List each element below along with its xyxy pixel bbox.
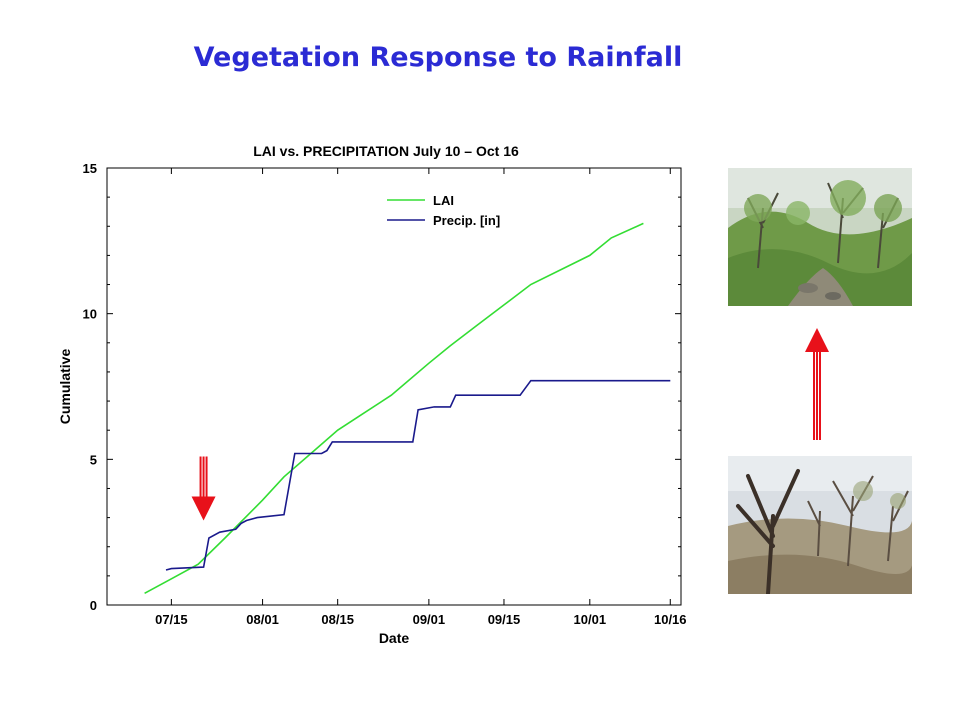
down-arrow-icon: [191, 456, 216, 521]
up-arrow-icon: [805, 328, 829, 440]
x-tick-label: 09/01: [413, 612, 446, 627]
y-tick-label: 10: [83, 307, 97, 322]
legend-label: Precip. [in]: [433, 213, 500, 228]
x-tick-label: 10/01: [574, 612, 607, 627]
x-tick-label: 10/16: [654, 612, 687, 627]
dry-shrubland-photo-icon: [728, 456, 912, 594]
chart-title: LAI vs. PRECIPITATION July 10 – Oct 16: [253, 143, 519, 159]
y-tick-label: 15: [83, 161, 97, 176]
lai-precipitation-chart: LAI vs. PRECIPITATION July 10 – Oct 16 0 5…: [57, 143, 687, 646]
x-axis-label: Date: [379, 630, 410, 646]
y-axis-label: Cumulative: [57, 349, 73, 425]
x-tick-label: 07/15: [155, 612, 188, 627]
slide-title: Vegetation Response to Rainfall: [193, 42, 683, 73]
x-tick-label: 08/15: [321, 612, 354, 627]
series-line-lai: [144, 222, 644, 595]
series-line-precip: [165, 379, 671, 571]
legend-label: LAI: [433, 193, 454, 208]
x-tick-label: 08/01: [246, 612, 279, 627]
green-shrubland-photo-icon: [728, 168, 912, 306]
x-tick-label: 09/15: [488, 612, 521, 627]
y-tick-label: 0: [90, 598, 97, 613]
plot-frame: [106, 167, 682, 606]
y-tick-label: 5: [90, 452, 97, 467]
